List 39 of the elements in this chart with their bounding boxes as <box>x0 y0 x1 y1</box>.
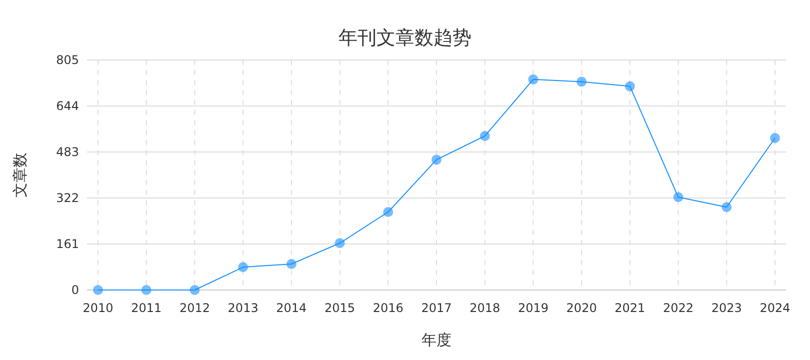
chart-title: 年刊文章数趋势 <box>338 27 472 49</box>
y-tick-label: 805 <box>56 53 79 67</box>
x-tick-label: 2023 <box>711 301 742 315</box>
point <box>528 74 538 84</box>
x-tick-label: 2024 <box>760 301 790 315</box>
point <box>190 285 200 295</box>
x-tick-label: 2010 <box>82 301 114 315</box>
x-tick-label: 2013 <box>228 301 258 315</box>
point <box>432 154 442 165</box>
x-axis-title: 年度 <box>422 331 452 349</box>
x-tick-label: 2019 <box>518 301 548 315</box>
point <box>141 285 152 295</box>
point <box>286 259 296 269</box>
x-tick-label: 2011 <box>131 301 162 315</box>
x-tick-label: 2014 <box>276 301 307 315</box>
y-tick-label: 644 <box>56 99 79 113</box>
point <box>238 262 248 272</box>
point <box>576 76 587 87</box>
point <box>334 238 345 248</box>
point <box>93 285 103 295</box>
y-tick-label: 322 <box>56 191 79 205</box>
y-tick-label: 161 <box>56 237 79 251</box>
point <box>722 202 732 212</box>
point <box>383 207 394 217</box>
x-tick-label: 2017 <box>421 301 452 315</box>
x-tick-label: 2012 <box>179 301 210 315</box>
x-tick-label: 2022 <box>663 301 694 315</box>
y-tick-label: 0 <box>71 283 79 297</box>
x-tick-label: 2018 <box>470 301 500 315</box>
point <box>673 192 684 202</box>
point <box>770 133 780 143</box>
x-tick-label: 2016 <box>372 301 404 315</box>
y-axis-title: 文章数 <box>11 152 29 198</box>
y-tick-label: 483 <box>56 145 79 159</box>
x-tick-label: 2021 <box>614 301 646 315</box>
x-tick-label: 2015 <box>324 301 356 315</box>
point <box>624 81 635 92</box>
point <box>480 131 490 141</box>
x-tick-label: 2020 <box>566 301 597 315</box>
